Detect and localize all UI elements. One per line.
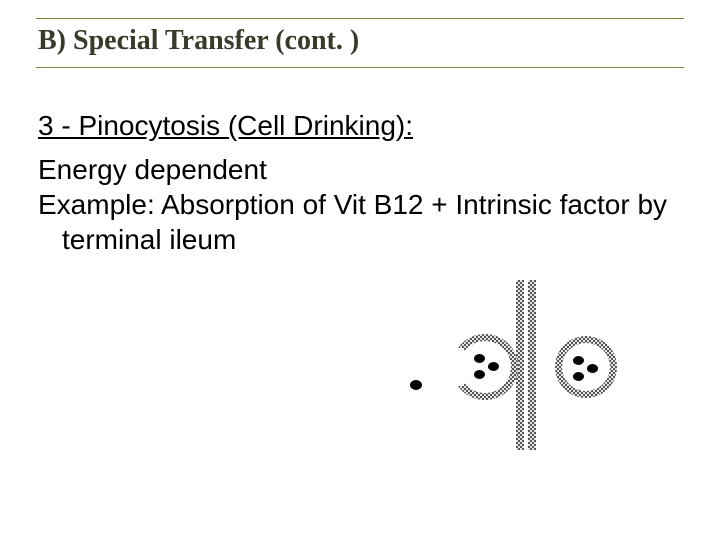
membrane-bar-right (528, 280, 536, 450)
slide-title: B) Special Transfer (cont. ) (36, 25, 684, 57)
particle-open-1 (474, 354, 485, 363)
particle-lone (410, 380, 422, 390)
content-area: 3 - Pinocytosis (Cell Drinking): Energy … (36, 68, 684, 257)
body-line-2: Example: Absorption of Vit B12 + Intrins… (38, 187, 684, 257)
vesicle-open-opening (430, 348, 464, 386)
particle-open-3 (474, 370, 485, 379)
particle-closed-2 (587, 364, 598, 373)
particle-closed-3 (573, 372, 584, 381)
slide: B) Special Transfer (cont. ) 3 - Pinocyt… (0, 0, 720, 540)
vesicle-open (452, 334, 518, 400)
section-heading: 3 - Pinocytosis (Cell Drinking): (38, 110, 684, 142)
particle-closed-1 (573, 356, 584, 365)
particle-open-2 (488, 362, 499, 371)
pinocytosis-diagram (380, 280, 640, 450)
title-container: B) Special Transfer (cont. ) (36, 18, 684, 68)
vesicle-closed (555, 336, 617, 398)
body-line-1: Energy dependent (38, 152, 684, 187)
